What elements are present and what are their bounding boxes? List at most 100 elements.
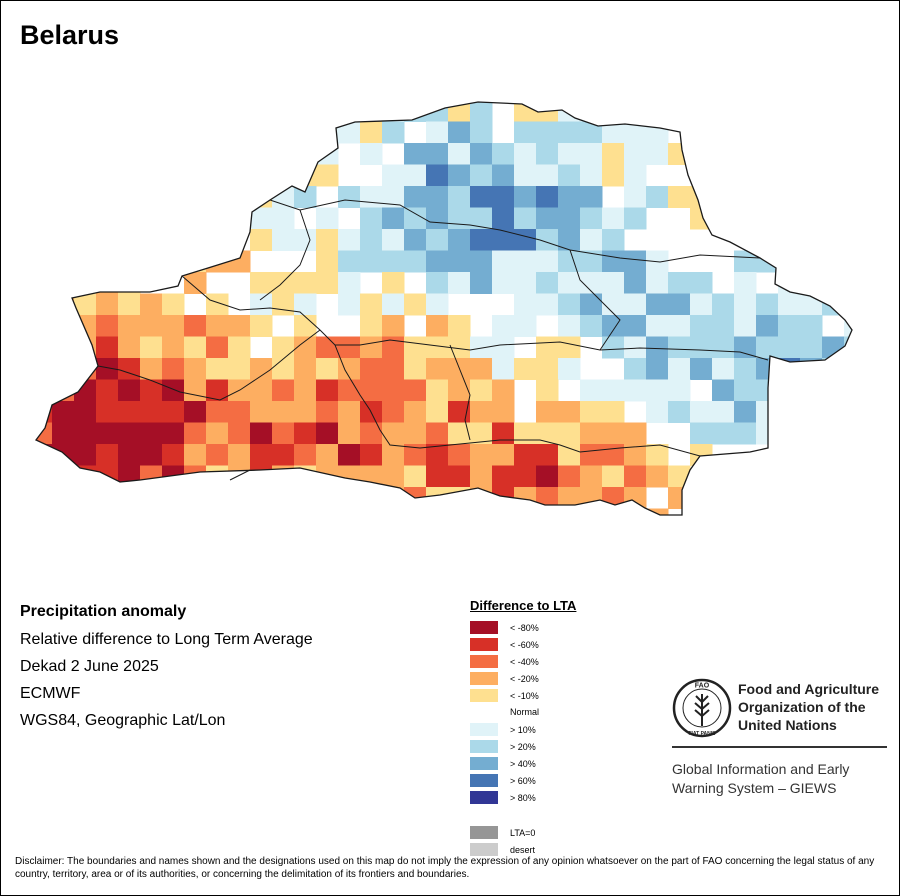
anomaly-cell — [162, 508, 185, 515]
anomaly-cell — [272, 444, 295, 466]
anomaly-cell — [558, 207, 581, 230]
anomaly-cell — [382, 272, 405, 294]
anomaly-cell — [272, 293, 295, 316]
anomaly-cell — [536, 487, 559, 509]
anomaly-cell — [536, 508, 559, 515]
anomaly-cell — [338, 272, 361, 294]
anomaly-cell — [52, 272, 75, 294]
anomaly-cell — [492, 444, 515, 466]
anomaly-cell — [514, 293, 537, 316]
anomaly-cell — [250, 293, 273, 316]
anomaly-cell — [448, 315, 471, 337]
region-boundary — [97, 329, 321, 401]
anomaly-cell — [470, 121, 493, 144]
anomaly-cell — [822, 250, 845, 273]
anomaly-cell — [382, 465, 405, 488]
legend-dry-group: < -80% < -60% < -40% < -20% < -10% — [470, 619, 576, 704]
anomaly-cell — [272, 164, 295, 187]
anomaly-cell — [36, 465, 53, 488]
anomaly-cell — [778, 336, 801, 359]
anomaly-cell — [690, 508, 713, 515]
legend-other-group: LTA=0 desert — [470, 824, 576, 858]
anomaly-cell — [800, 508, 823, 515]
anomaly-cell — [338, 358, 361, 380]
anomaly-cell — [74, 293, 97, 316]
anomaly-cell — [426, 401, 449, 423]
anomaly-cell — [470, 229, 493, 251]
anomaly-cell — [426, 487, 449, 509]
anomaly-cell — [492, 315, 515, 337]
anomaly-cell — [360, 186, 383, 208]
anomaly-cell — [690, 293, 713, 316]
anomaly-cell — [734, 315, 757, 337]
anomaly-cell — [140, 465, 163, 488]
anomaly-cell — [118, 401, 141, 423]
anomaly-cell — [74, 164, 97, 187]
anomaly-cell — [844, 401, 852, 423]
anomaly-cell — [52, 229, 75, 251]
anomaly-cell — [712, 379, 735, 402]
anomaly-cell — [514, 186, 537, 208]
anomaly-cell — [338, 293, 361, 316]
anomaly-cell — [624, 272, 647, 294]
anomaly-cell — [624, 508, 647, 515]
anomaly-cell — [580, 487, 603, 509]
anomaly-cell — [118, 121, 141, 144]
anomaly-cell — [272, 358, 295, 380]
anomaly-cell — [558, 164, 581, 187]
anomaly-cell — [646, 272, 669, 294]
anomaly-cell — [624, 422, 647, 445]
anomaly-cell — [492, 358, 515, 380]
anomaly-cell — [756, 336, 779, 359]
anomaly-cell — [602, 422, 625, 445]
legend-swatch — [470, 672, 498, 685]
anomaly-cell — [140, 358, 163, 380]
anomaly-cell — [624, 379, 647, 402]
anomaly-cell — [140, 164, 163, 187]
anomaly-cell — [294, 102, 317, 122]
anomaly-cell — [426, 186, 449, 208]
anomaly-cell — [470, 250, 493, 273]
legend-item: > 20% — [470, 738, 576, 755]
anomaly-cell — [470, 143, 493, 165]
anomaly-cell — [52, 102, 75, 122]
anomaly-cell — [316, 465, 339, 488]
anomaly-cell — [52, 487, 75, 509]
anomaly-cell — [316, 250, 339, 273]
anomaly-cell — [580, 444, 603, 466]
anomaly-cell — [382, 315, 405, 337]
anomaly-map — [35, 101, 853, 516]
anomaly-cell — [426, 272, 449, 294]
anomaly-cell — [514, 315, 537, 337]
anomaly-cell — [558, 315, 581, 337]
anomaly-cell — [448, 444, 471, 466]
anomaly-cell — [52, 465, 75, 488]
anomaly-cell — [558, 186, 581, 208]
anomaly-cell — [74, 444, 97, 466]
anomaly-cell — [52, 250, 75, 273]
anomaly-cell — [712, 465, 735, 488]
fao-name: Food and Agriculture Organization of the… — [738, 681, 880, 733]
anomaly-cell — [668, 487, 691, 509]
anomaly-cell — [74, 508, 97, 515]
anomaly-cell — [316, 272, 339, 294]
anomaly-cell — [558, 487, 581, 509]
legend-title: Difference to LTA — [470, 598, 577, 613]
anomaly-cell — [96, 401, 119, 423]
anomaly-cell — [162, 315, 185, 337]
disclaimer: Disclaimer: The boundaries and names sho… — [15, 856, 875, 880]
anomaly-cell — [36, 508, 53, 515]
legend-swatch — [470, 757, 498, 770]
anomaly-cell — [536, 293, 559, 316]
anomaly-cell — [514, 422, 537, 445]
anomaly-cell — [844, 315, 852, 337]
anomaly-cell — [690, 315, 713, 337]
anomaly-cell — [338, 102, 361, 122]
anomaly-cell — [536, 336, 559, 359]
anomaly-cell — [558, 465, 581, 488]
anomaly-cell — [668, 186, 691, 208]
anomaly-cell — [778, 444, 801, 466]
anomaly-cell — [514, 444, 537, 466]
anomaly-cell — [118, 508, 141, 515]
anomaly-cell — [338, 379, 361, 402]
